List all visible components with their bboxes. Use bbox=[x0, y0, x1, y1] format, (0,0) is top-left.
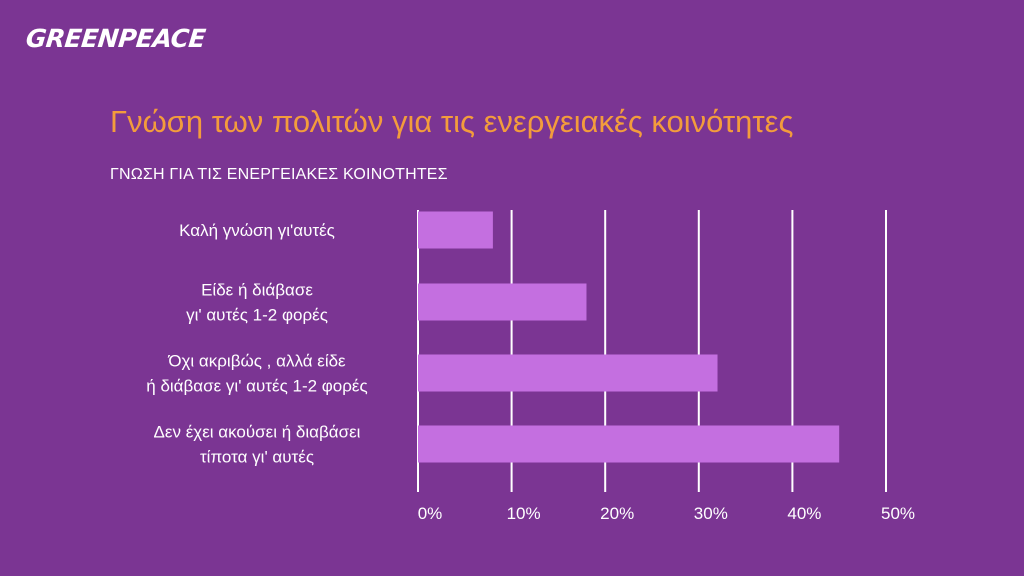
bar bbox=[418, 354, 718, 392]
category-label-line: τίποτα γι' αυτές bbox=[200, 448, 314, 467]
category-label: Είδε ή διάβασε γι' αυτές 1-2 φορές bbox=[186, 281, 328, 325]
category-label: Όχι ακριβώς , αλλά είδε ή διάβασε γι' αυτ… bbox=[146, 352, 367, 396]
bar bbox=[418, 211, 493, 249]
category-label: Καλή γνώση γι'αυτές bbox=[179, 221, 335, 240]
category-label-line: Όχι ακριβώς , αλλά είδε bbox=[167, 352, 346, 371]
bars bbox=[418, 211, 840, 463]
category-label-line: Καλή γνώση γι'αυτές bbox=[179, 221, 335, 240]
bar bbox=[418, 283, 587, 321]
category-labels: Καλή γνώση γι'αυτές Είδε ή διάβασε γι' αυτ… bbox=[146, 221, 367, 467]
bar bbox=[418, 425, 840, 463]
category-label-line: γι' αυτές 1-2 φορές bbox=[186, 306, 328, 325]
x-axis-tick-labels: 0% 10% 20% 30% 40% 50% bbox=[418, 504, 915, 523]
x-tick-label: 50% bbox=[881, 504, 915, 523]
x-tick-label: 40% bbox=[787, 504, 821, 523]
category-label: Δεν έχει ακούσει ή διαβάσει τίποτα γι' αυ… bbox=[154, 423, 361, 467]
category-label-line: Δεν έχει ακούσει ή διαβάσει bbox=[154, 423, 361, 442]
category-label-line: Είδε ή διάβασε bbox=[201, 281, 313, 300]
x-tick-label: 30% bbox=[694, 504, 728, 523]
chart-title: ΓΝΩΣΗ ΓΙΑ ΤΙΣ ΕΝΕΡΓΕΙΑΚΕΣ ΚΟΙΝΟΤΗΤΕΣ bbox=[110, 166, 448, 183]
x-tick-label: 10% bbox=[507, 504, 541, 523]
x-tick-label: 20% bbox=[600, 504, 634, 523]
x-tick-label: 0% bbox=[418, 504, 443, 523]
page-title: Γνώση των πολιτών για τις ενεργειακές κο… bbox=[110, 104, 794, 139]
category-label-line: ή διάβασε γι' αυτές 1-2 φορές bbox=[146, 377, 367, 396]
